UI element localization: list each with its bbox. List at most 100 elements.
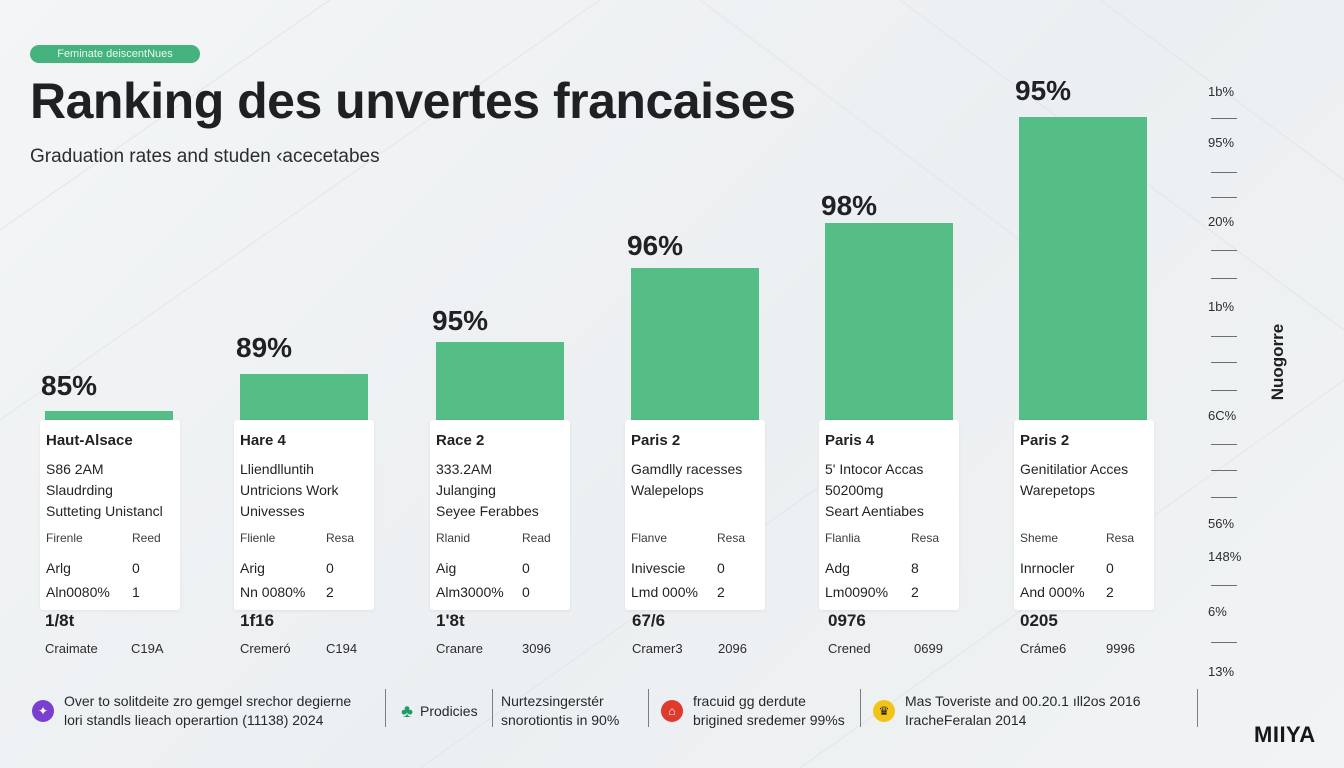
card-summary-value: 67/6	[632, 611, 666, 630]
card-line-1: Gamdlly racesses	[631, 461, 743, 477]
page-title: Ranking des unvertes francaises	[30, 73, 796, 129]
axis-tick	[1211, 444, 1237, 445]
card-name: Paris 2	[631, 432, 681, 449]
footer-line-2: lori standls lieach operartion (11138) 2…	[64, 712, 324, 728]
card-row-1-value: 0	[1106, 560, 1114, 576]
footer-line-1: Over to solitdeite zro gemgel srechor de…	[64, 693, 352, 709]
card-summary-value: 1f16	[240, 611, 275, 630]
footer-divider	[492, 689, 493, 727]
card-summary-code: 2096	[718, 641, 747, 656]
footer-divider	[648, 689, 649, 727]
card-header-right: Resa	[326, 531, 355, 545]
card-summary-label: Crened	[828, 641, 871, 656]
card-header-left: Flanve	[631, 531, 668, 545]
footer-stat: Over to solitdeite zro gemgel srechor de…	[64, 692, 351, 730]
footer-divider	[860, 689, 861, 727]
card-row-1-label: Adg	[825, 560, 850, 576]
university-card: Haut-Alsace S86 2AM Slaudrding Sutteting Un…	[40, 420, 180, 610]
axis-tick	[1211, 470, 1237, 471]
card-row-2-label: Aln0080%	[46, 584, 110, 600]
axis-tick	[1211, 336, 1237, 337]
card-header-left: Sheme	[1020, 531, 1059, 545]
axis-tick	[1211, 118, 1237, 119]
footer-line-1: Mas Toveriste and 00.20.1 ıll2os 2016	[905, 693, 1141, 709]
card-row-2-label: Lm0090%	[825, 584, 889, 600]
footer-line-1: fracuid gg derdute	[693, 693, 806, 709]
card-summary-code: C194	[326, 641, 358, 656]
footer-line-2: IracheFeralan 2014	[905, 712, 1027, 728]
card-line-2: Slaudrding	[46, 482, 113, 498]
card-line-3: Sutteting Unistancl	[46, 503, 163, 519]
card-name: Race 2	[436, 432, 485, 449]
footer-divider	[1197, 689, 1198, 727]
card-row-1-value: 0	[522, 560, 530, 576]
card-row-1-value: 0	[717, 560, 725, 576]
card-header-left: Flienle	[240, 531, 276, 545]
axis-tick	[1211, 172, 1237, 173]
card-line-1: 333.2AM	[436, 461, 493, 477]
card-summary-value: 0976	[828, 611, 866, 630]
axis-tick-label: 95%	[1208, 135, 1235, 150]
card-summary-label: Cremeró	[240, 641, 291, 656]
bar-3	[436, 342, 564, 420]
card-header-left: Firenle	[46, 531, 83, 545]
bar-value-label: 95%	[1015, 75, 1072, 106]
card-row-2-value: 2	[1106, 584, 1114, 600]
card-line-3: Seart Aentiabes	[825, 503, 924, 519]
card-row-1-label: Aig	[436, 560, 457, 576]
card-line-3: Seyee Ferabbes	[436, 503, 539, 519]
bar-value-label: 85%	[41, 370, 98, 401]
axis-tick	[1211, 585, 1237, 586]
card-header-left: Flanlia	[825, 531, 861, 545]
card-row-2-label: Alm3000%	[436, 584, 504, 600]
school-icon: ⌂	[661, 700, 683, 722]
card-name: Paris 2	[1020, 432, 1070, 449]
card-header-right: Read	[522, 531, 551, 545]
card-header-right: Resa	[1106, 531, 1135, 545]
axis-tick-label: 6%	[1208, 604, 1227, 619]
footer-stat: Prodicies	[420, 702, 478, 721]
crown-icon: ♛	[873, 700, 895, 722]
card-summary-code: 3096	[522, 641, 551, 656]
axis-tick-label: 148%	[1208, 549, 1242, 564]
university-card: Paris 4 5' Intocor Accas 50200mg Seart Aent…	[819, 420, 959, 610]
axis-tick	[1211, 362, 1237, 363]
card-line-3: Univesses	[240, 503, 305, 519]
axis-tick-label: 6C%	[1208, 408, 1237, 423]
axis-tick	[1211, 642, 1237, 643]
footer-line-2: brigined sredemer 99%s	[693, 712, 845, 728]
footer-line-2: snorotiontis in 90%	[501, 712, 620, 728]
card-summary-value: 1/8t	[45, 611, 75, 630]
card-header-right: Resa	[717, 531, 746, 545]
card-row-1-label: Arlg	[46, 560, 71, 576]
university-card: Paris 2 Gamdlly racesses Walepelops Flanve R…	[625, 420, 765, 610]
card-row-2-label: And 000%	[1020, 584, 1085, 600]
card-name: Hare 4	[240, 432, 286, 449]
axis-tick-label: 1b%	[1208, 84, 1235, 99]
card-row-1-label: Arig	[240, 560, 265, 576]
card-line-2: Walepelops	[631, 482, 704, 498]
footer-divider	[385, 689, 386, 727]
bar-1	[45, 411, 173, 420]
card-line-2: Untricions Work	[240, 482, 339, 498]
footer-stat: Nurtezsingerstér snorotiontis in 90%	[501, 692, 619, 730]
axis-tick	[1211, 390, 1237, 391]
page-subtitle: Graduation rates and studen ‹acecetabes	[30, 146, 380, 167]
axis-tick-label: 20%	[1208, 214, 1235, 229]
card-summary-code: 0699	[914, 641, 943, 656]
card-summary-value: 1'8t	[436, 611, 465, 630]
axis-tick	[1211, 250, 1237, 251]
footer-stat: fracuid gg derdute brigined sredemer 99%s	[693, 692, 845, 730]
bar-4	[631, 268, 759, 420]
card-summary-label: Craimate	[45, 641, 98, 656]
university-card: Hare 4 Lliendlluntih Untricions Work Unives…	[234, 420, 374, 610]
university-card: Race 2 333.2AM Julanging Seyee Ferabbes Rlan…	[430, 420, 570, 610]
card-row-2-value: 2	[911, 584, 919, 600]
card-name: Paris 4	[825, 432, 875, 449]
axis-tick	[1211, 497, 1237, 498]
card-row-2-value: 2	[717, 584, 725, 600]
bar-5	[825, 223, 953, 420]
card-row-1-label: Inivescie	[631, 560, 686, 576]
card-summary-label: Cráme6	[1020, 641, 1067, 656]
footer-line-1: Prodicies	[420, 703, 478, 719]
